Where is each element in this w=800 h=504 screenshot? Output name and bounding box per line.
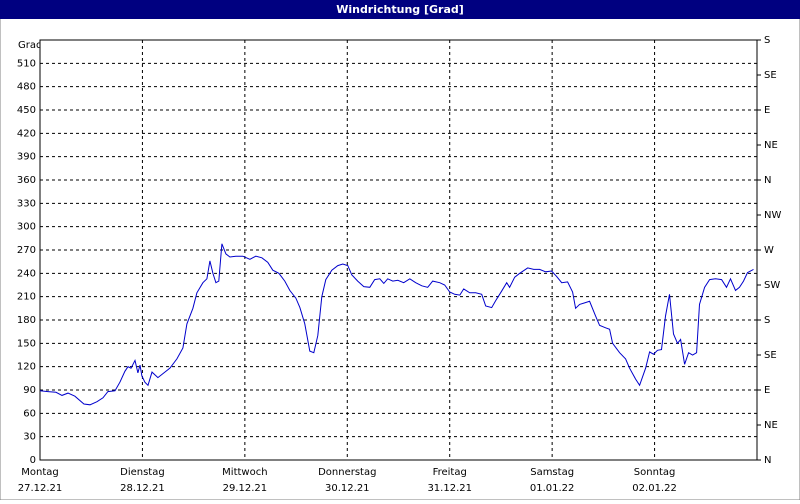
y-tick-label: 150 xyxy=(17,338,36,349)
y-tick-label: 120 xyxy=(17,362,36,373)
x-tick-label: Samstag xyxy=(530,467,574,478)
y2-tick-label: NE xyxy=(764,140,778,151)
y-tick-label: 300 xyxy=(17,222,36,233)
x-tick-label: Freitag xyxy=(433,467,467,478)
y-tick-label: 330 xyxy=(17,198,36,209)
x-tick-date: 02.01.22 xyxy=(632,483,677,494)
y2-tick-label: E xyxy=(764,105,770,116)
x-tick-date: 29.12.21 xyxy=(223,483,268,494)
y2-tick-label: S xyxy=(764,35,770,46)
title-bar xyxy=(0,0,800,19)
x-tick-label: Sonntag xyxy=(634,467,676,478)
window-title: Windrichtung [Grad] xyxy=(336,3,464,16)
y-tick-label: 450 xyxy=(17,105,36,116)
x-tick-date: 01.01.22 xyxy=(530,483,575,494)
data-line xyxy=(39,243,754,406)
y2-tick-label: W xyxy=(764,245,774,256)
x-tick-date: 28.12.21 xyxy=(120,483,165,494)
y-tick-label: 90 xyxy=(23,385,36,396)
y-tick-label: 30 xyxy=(23,432,36,443)
y2-tick-label: E xyxy=(764,385,770,396)
y2-tick-label: NW xyxy=(764,210,781,221)
y-tick-label: 240 xyxy=(17,268,36,279)
y-tick-label: 480 xyxy=(17,82,36,93)
x-tick-date: 31.12.21 xyxy=(427,483,472,494)
y-tick-label: 0 xyxy=(30,455,36,466)
y-tick-label: 270 xyxy=(17,245,36,256)
x-tick-label: Donnerstag xyxy=(318,467,376,478)
y-tick-label: 420 xyxy=(17,128,36,139)
y-axis-label: Grad xyxy=(18,40,42,51)
y-tick-label: 510 xyxy=(17,58,36,69)
x-tick-label: Dienstag xyxy=(120,467,165,478)
x-tick-label: Mittwoch xyxy=(222,467,267,478)
y2-tick-label: S xyxy=(764,315,770,326)
y-tick-label: 360 xyxy=(17,175,36,186)
y-tick-label: 60 xyxy=(23,408,36,419)
y2-tick-label: NE xyxy=(764,420,778,431)
x-tick-date: 27.12.21 xyxy=(18,483,63,494)
y-tick-label: 180 xyxy=(17,315,36,326)
y2-tick-label: SE xyxy=(764,70,777,81)
y2-tick-label: SE xyxy=(764,350,777,361)
y2-tick-label: SW xyxy=(764,280,780,291)
y2-tick-label: N xyxy=(764,175,771,186)
y2-tick-label: N xyxy=(764,455,771,466)
y-tick-label: 210 xyxy=(17,292,36,303)
x-tick-label: Montag xyxy=(21,467,58,478)
x-tick-date: 30.12.21 xyxy=(325,483,370,494)
y-tick-label: 390 xyxy=(17,152,36,163)
plot-area xyxy=(39,39,758,461)
